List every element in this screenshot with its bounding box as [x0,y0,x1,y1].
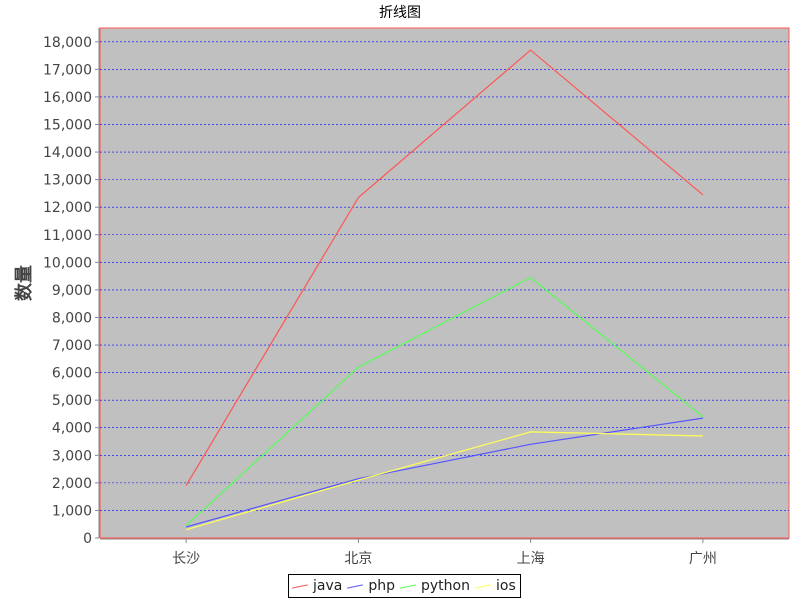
series-line-java [185,49,704,486]
series-lines [185,49,704,531]
legend-item-java: java [292,578,342,594]
legend-label: python [421,578,470,594]
y-tick-label: 4,000 [52,421,92,437]
y-tick-label: 2,000 [52,476,92,492]
y-tick-label: 1,000 [52,503,92,519]
y-tick-label: 9,000 [52,283,92,299]
legend-item-ios: ios [475,578,516,594]
y-tick-label: 3,000 [52,448,92,464]
legend-swatch [475,583,491,589]
legend: java php python ios [288,574,521,598]
legend-label: java [313,578,343,594]
y-axis-label: 数量 [13,265,35,301]
legend-swatch [347,583,364,589]
x-tick-label: 广州 [689,551,717,567]
y-tick-label: 0 [83,531,92,547]
x-tick-label: 上海 [517,551,545,567]
chart-title: 折线图 [379,5,421,21]
series-line-ios [185,431,703,531]
y-tick-label: 5,000 [52,393,92,409]
y-tick-label: 17,000 [43,62,92,78]
plot-area [99,27,790,539]
legend-item-php: php [347,578,395,594]
y-tick-label: 6,000 [52,366,92,382]
series-line-php [185,417,703,528]
y-tick-label: 12,000 [43,200,92,216]
y-tick-label: 18,000 [43,35,92,51]
legend-label: php [368,578,395,594]
y-tick-label: 11,000 [43,228,92,244]
legend-swatch [400,583,416,589]
y-tick-label: 16,000 [43,90,92,106]
x-tick-label: 北京 [344,551,372,567]
legend-label: ios [495,578,516,594]
legend-item-python: python [400,578,470,594]
y-tick-label: 13,000 [43,173,92,189]
series-line-python [185,276,704,527]
y-tick-label: 8,000 [52,310,92,326]
axes: 0 1,000 2,000 3,000 4,000 5,000 6,000 7,000 8,00… [43,28,789,567]
y-tick-label: 10,000 [43,255,92,271]
y-tick-label: 15,000 [43,117,92,133]
y-tick-label: 7,000 [52,338,92,354]
x-tick-label: 长沙 [172,551,200,567]
gridlines [100,41,789,511]
y-tick-label: 14,000 [43,145,92,161]
legend-swatch [292,583,308,589]
